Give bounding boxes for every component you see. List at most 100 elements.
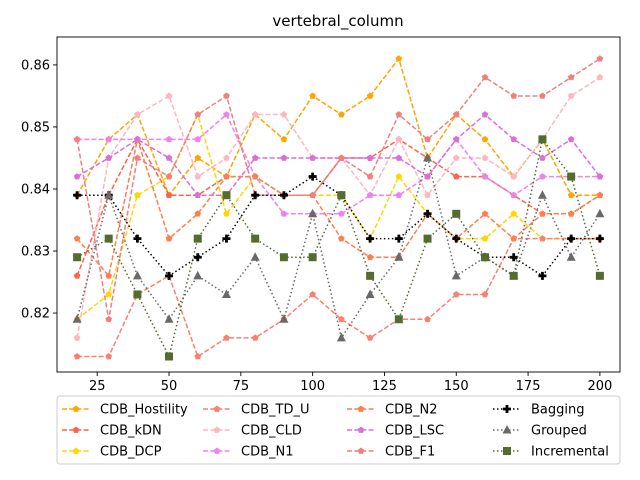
data-point xyxy=(338,210,345,217)
series-cdb-cld xyxy=(73,73,604,341)
series-line-cdb-kdn xyxy=(76,137,601,277)
data-point xyxy=(104,190,114,199)
data-point xyxy=(251,154,259,161)
legend-label: CDB_Hostility xyxy=(100,403,188,418)
data-point xyxy=(537,190,547,199)
data-point xyxy=(567,172,576,181)
data-point xyxy=(595,208,605,218)
x-tick-label: 50 xyxy=(161,379,178,394)
data-point xyxy=(73,235,81,242)
data-point xyxy=(165,235,173,242)
data-point xyxy=(424,315,431,323)
series-line-cdb-f1 xyxy=(76,58,601,320)
data-point xyxy=(424,135,431,143)
data-point xyxy=(134,191,141,199)
legend-marker xyxy=(72,405,80,412)
data-point xyxy=(308,208,318,218)
data-point xyxy=(223,334,230,341)
legend-label: CDB_LSC xyxy=(385,424,444,439)
chart-title: vertebral_column xyxy=(272,12,403,31)
x-tick-label: 100 xyxy=(300,379,325,394)
data-point xyxy=(134,154,141,161)
series-line-cdb-n2 xyxy=(76,136,601,278)
data-point xyxy=(73,272,81,279)
data-point xyxy=(194,135,202,143)
data-point xyxy=(481,111,489,118)
data-point xyxy=(279,191,288,200)
data-point xyxy=(251,191,260,200)
data-point xyxy=(72,314,82,323)
legend-label: Grouped xyxy=(531,424,587,439)
x-tick-label: 175 xyxy=(516,379,541,394)
data-point xyxy=(338,154,345,161)
data-point xyxy=(451,270,461,280)
data-point xyxy=(595,271,604,280)
data-point xyxy=(73,191,82,200)
data-point xyxy=(105,272,113,279)
data-point xyxy=(223,111,230,118)
data-point xyxy=(280,210,288,217)
data-point xyxy=(280,111,288,118)
data-point xyxy=(134,135,141,143)
data-point xyxy=(194,210,202,217)
legend-marker xyxy=(213,447,221,454)
data-point xyxy=(539,173,546,180)
legend-marker xyxy=(72,426,80,433)
data-point xyxy=(452,209,461,218)
data-point xyxy=(338,315,345,323)
x-tick-label: 125 xyxy=(372,379,397,394)
data-point xyxy=(596,55,604,62)
data-point xyxy=(596,173,604,180)
data-point xyxy=(366,154,374,161)
legend-marker xyxy=(503,405,511,413)
legend-marker xyxy=(357,405,365,412)
legend-box xyxy=(56,395,621,465)
data-point xyxy=(366,92,374,99)
data-point xyxy=(510,173,518,180)
data-point xyxy=(250,252,260,261)
data-point xyxy=(539,92,546,99)
data-point xyxy=(73,135,81,143)
data-point xyxy=(510,191,518,199)
data-point xyxy=(309,92,316,99)
data-point xyxy=(539,154,546,161)
data-point xyxy=(395,173,403,180)
data-point xyxy=(279,314,289,323)
data-point xyxy=(481,210,489,217)
data-point xyxy=(365,289,375,298)
data-point xyxy=(481,235,489,242)
series-line-grouped xyxy=(76,155,601,340)
data-point xyxy=(165,135,173,143)
data-point xyxy=(423,234,432,243)
axes-frame xyxy=(56,36,621,373)
legend: CDB_Hostility CDB_kDN CDB_DCP CDB_TD_U CDB_C… xyxy=(56,395,621,465)
series-cdb-dcp xyxy=(73,111,604,323)
series-cdb-hostility xyxy=(73,55,604,199)
data-point xyxy=(165,271,174,280)
data-point xyxy=(395,191,403,199)
data-point xyxy=(567,135,575,143)
legend-label: CDB_F1 xyxy=(385,445,435,460)
x-tick-label: 25 xyxy=(89,379,106,394)
data-point xyxy=(481,73,489,81)
legend-marker xyxy=(72,447,80,454)
data-point xyxy=(165,173,173,180)
data-point xyxy=(104,234,113,243)
legend-label: Bagging xyxy=(531,403,585,418)
data-point xyxy=(308,172,317,181)
data-point xyxy=(338,235,345,242)
series-incremental xyxy=(73,135,604,361)
data-point xyxy=(452,135,460,143)
data-point xyxy=(366,253,374,261)
data-point xyxy=(539,235,546,242)
legend-entry-incremental: Incremental xyxy=(493,445,609,460)
data-point xyxy=(481,154,489,161)
x-tick-label: 75 xyxy=(233,379,250,394)
data-point xyxy=(194,191,202,199)
data-point xyxy=(73,352,81,360)
data-point xyxy=(567,73,575,81)
data-point xyxy=(134,111,141,118)
legend-entry-cdb-kdn: CDB_kDN xyxy=(62,424,162,439)
